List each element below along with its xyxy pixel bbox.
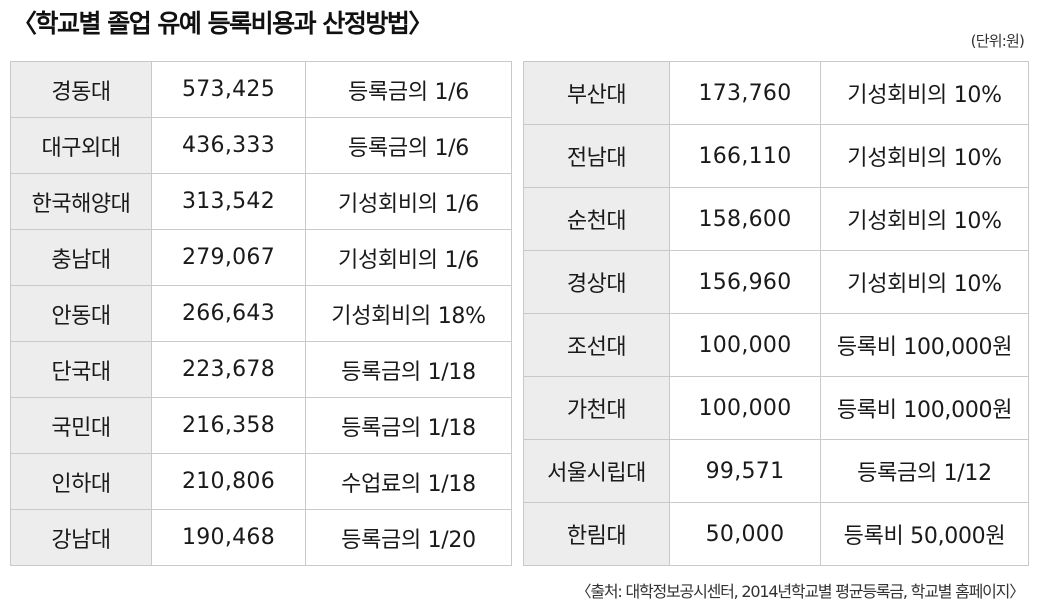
fee-amount-cell: 436,333 [151,117,306,174]
table-row: 단국대 223,678 등록금의 1/18 [10,341,512,398]
unit-label: (단위:원) [970,32,1025,50]
school-name-cell: 충남대 [10,229,152,286]
table-row: 충남대 279,067 기성회비의 1/6 [10,229,512,286]
calc-method-cell: 기성회비의 10% [820,250,1029,314]
table-row: 안동대 266,643 기성회비의 18% [10,285,512,342]
school-name-cell: 국민대 [10,397,152,454]
fee-amount-cell: 99,571 [669,439,821,503]
school-name-cell: 경동대 [10,61,152,118]
table-row: 대구외대 436,333 등록금의 1/6 [10,117,512,174]
fee-table-left-body: 경동대 573,425 등록금의 1/6 대구외대 436,333 등록금의 1/6 한국해… [10,61,512,566]
fee-amount-cell: 158,600 [669,187,821,251]
fee-amount-cell: 50,000 [669,502,821,566]
table-row: 가천대 100,000 등록비 100,000원 [523,376,1029,440]
table-row: 국민대 216,358 등록금의 1/18 [10,397,512,454]
fee-amount-cell: 266,643 [151,285,306,342]
calc-method-cell: 등록비 50,000원 [820,502,1029,566]
fee-amount-cell: 190,468 [151,509,306,566]
table-row: 한국해양대 313,542 기성회비의 1/6 [10,173,512,230]
school-name-cell: 서울시립대 [523,439,670,503]
fee-amount-cell: 156,960 [669,250,821,314]
fee-amount-cell: 313,542 [151,173,306,230]
calc-method-cell: 기성회비의 10% [820,61,1029,125]
school-name-cell: 인하대 [10,453,152,510]
school-name-cell: 부산대 [523,61,670,125]
calc-method-cell: 기성회비의 1/6 [305,173,512,230]
school-name-cell: 경상대 [523,250,670,314]
fee-table-right-body: 부산대 173,760 기성회비의 10% 전남대 166,110 기성회비의 10% 순천… [523,61,1029,566]
table-row: 조선대 100,000 등록비 100,000원 [523,313,1029,377]
calc-method-cell: 등록비 100,000원 [820,313,1029,377]
school-name-cell: 강남대 [10,509,152,566]
table-row: 인하대 210,806 수업료의 1/18 [10,453,512,510]
school-name-cell: 조선대 [523,313,670,377]
calc-method-cell: 등록금의 1/18 [305,397,512,454]
calc-method-cell: 등록금의 1/18 [305,341,512,398]
school-name-cell: 안동대 [10,285,152,342]
fee-amount-cell: 100,000 [669,313,821,377]
calc-method-cell: 기성회비의 18% [305,285,512,342]
school-name-cell: 가천대 [523,376,670,440]
calc-method-cell: 등록금의 1/6 [305,61,512,118]
fee-amount-cell: 573,425 [151,61,306,118]
table-row: 서울시립대 99,571 등록금의 1/12 [523,439,1029,503]
fee-table-right: 부산대 173,760 기성회비의 10% 전남대 166,110 기성회비의 10% 순천… [523,61,1029,566]
source-note: 〈출처: 대학정보공시센터, 2014년학교별 평균등록금, 학교별 홈페이지〉 [575,582,1026,601]
fee-amount-cell: 173,760 [669,61,821,125]
fee-table-left: 경동대 573,425 등록금의 1/6 대구외대 436,333 등록금의 1/6 한국해… [10,61,512,566]
fee-amount-cell: 210,806 [151,453,306,510]
calc-method-cell: 수업료의 1/18 [305,453,512,510]
calc-method-cell: 등록금의 1/6 [305,117,512,174]
school-name-cell: 한림대 [523,502,670,566]
school-name-cell: 전남대 [523,124,670,188]
table-row: 경동대 573,425 등록금의 1/6 [10,61,512,118]
school-name-cell: 단국대 [10,341,152,398]
table-row: 한림대 50,000 등록비 50,000원 [523,502,1029,566]
table-row: 전남대 166,110 기성회비의 10% [523,124,1029,188]
table-row: 경상대 156,960 기성회비의 10% [523,250,1029,314]
table-row: 강남대 190,468 등록금의 1/20 [10,509,512,566]
page-title: 〈학교별 졸업 유예 등록비용과 산정방법〉 [12,9,433,38]
calc-method-cell: 기성회비의 1/6 [305,229,512,286]
fee-amount-cell: 279,067 [151,229,306,286]
fee-amount-cell: 216,358 [151,397,306,454]
table-row: 부산대 173,760 기성회비의 10% [523,61,1029,125]
table-row: 순천대 158,600 기성회비의 10% [523,187,1029,251]
calc-method-cell: 기성회비의 10% [820,187,1029,251]
calc-method-cell: 등록금의 1/20 [305,509,512,566]
school-name-cell: 순천대 [523,187,670,251]
school-name-cell: 한국해양대 [10,173,152,230]
fee-amount-cell: 100,000 [669,376,821,440]
school-name-cell: 대구외대 [10,117,152,174]
calc-method-cell: 등록비 100,000원 [820,376,1029,440]
calc-method-cell: 기성회비의 10% [820,124,1029,188]
calc-method-cell: 등록금의 1/12 [820,439,1029,503]
fee-amount-cell: 223,678 [151,341,306,398]
fee-amount-cell: 166,110 [669,124,821,188]
